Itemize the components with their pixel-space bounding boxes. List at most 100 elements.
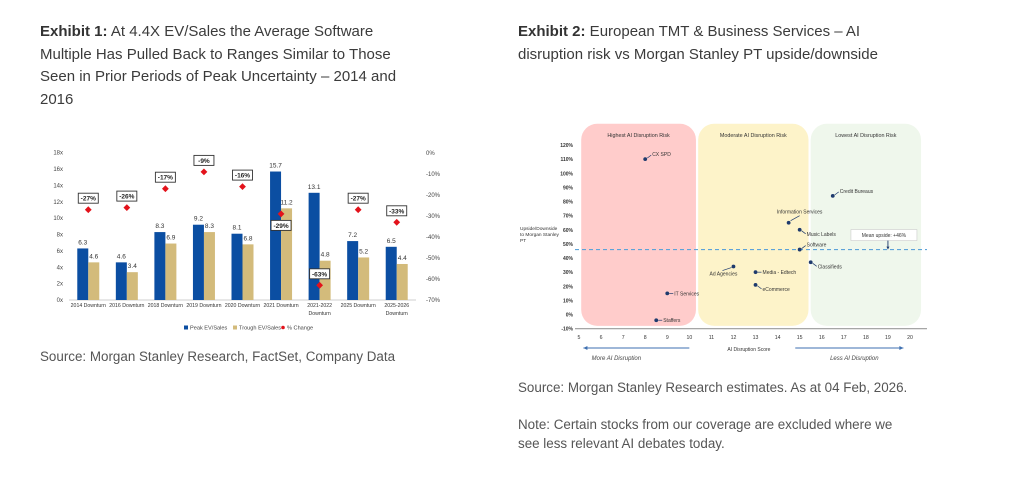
x-axis-tick-label: 15 bbox=[797, 335, 803, 341]
peak-value-label: 6.5 bbox=[387, 238, 396, 245]
y-axis-tick-label: 80% bbox=[563, 200, 574, 206]
x-axis-tick-label: 20 bbox=[907, 335, 913, 341]
exhibit-2-label: Exhibit 2: bbox=[518, 23, 586, 40]
data-point bbox=[753, 282, 758, 287]
pct-change-diamond bbox=[200, 168, 208, 176]
bar-peak-ev-sales bbox=[154, 232, 166, 300]
legend-swatch bbox=[233, 325, 237, 330]
exhibit-1-title: Exhibit 1: At 4.4X EV/Sales the Average … bbox=[40, 21, 418, 111]
trough-value-label: 4.6 bbox=[89, 253, 98, 260]
risk-zone bbox=[581, 123, 696, 326]
pct-change-diamond bbox=[316, 281, 324, 289]
left-axis-tick-label: 6x bbox=[57, 249, 63, 255]
y-axis-tick-label: 110% bbox=[560, 157, 573, 163]
x-axis-tick-label: 8 bbox=[644, 335, 647, 341]
data-point bbox=[830, 193, 835, 198]
y-axis-tick-label: 90% bbox=[563, 185, 574, 191]
y-axis-tick-label: 50% bbox=[563, 242, 574, 248]
point-leader-line bbox=[757, 285, 762, 290]
mean-upside-box bbox=[850, 229, 918, 241]
y-axis-tick-label: 10% bbox=[563, 298, 574, 304]
data-point bbox=[731, 264, 736, 269]
category-label: 2021-2022 bbox=[307, 303, 332, 309]
left-axis-tick-label: 18x bbox=[53, 151, 63, 157]
bar-trough-ev-sales bbox=[203, 232, 215, 300]
data-point-label: Ad Agencies bbox=[710, 272, 738, 278]
pct-change-label: -16% bbox=[235, 173, 250, 180]
left-axis-tick-label: 0x bbox=[57, 298, 63, 304]
pct-change-diamond bbox=[393, 218, 401, 226]
bar-peak-ev-sales bbox=[231, 233, 243, 300]
y-axis-title: Upside/Downside bbox=[520, 226, 558, 232]
left-axis-tick-label: 14x bbox=[53, 183, 63, 189]
data-point-label: Information Services bbox=[777, 210, 823, 216]
data-point-label: Credit Bureaus bbox=[840, 189, 874, 195]
bar-trough-ev-sales bbox=[281, 208, 293, 300]
right-axis-tick-label: -60% bbox=[426, 277, 441, 283]
legend-label: Trough EV/Sales bbox=[239, 326, 281, 332]
data-point-label: IT Services bbox=[674, 291, 699, 297]
pct-change-label: -63% bbox=[312, 271, 327, 278]
pct-change-label-box bbox=[77, 192, 99, 204]
x-axis-tick-label: 11 bbox=[709, 335, 714, 341]
data-point-label: Classifieds bbox=[818, 264, 843, 270]
legend-label: Peak EV/Sales bbox=[190, 326, 228, 332]
pct-change-diamond bbox=[84, 206, 92, 214]
exhibit-1-label: Exhibit 1: bbox=[40, 23, 108, 40]
bar-trough-ev-sales bbox=[242, 244, 254, 300]
data-point bbox=[797, 227, 802, 232]
pct-change-label-box bbox=[116, 190, 138, 202]
trough-value-label: 5.2 bbox=[359, 248, 368, 255]
category-label: 2019 Downturn bbox=[186, 303, 221, 309]
x-axis-tick-label: 13 bbox=[753, 335, 759, 341]
data-point-label: Staffers bbox=[663, 318, 681, 324]
data-point-label: CX SPD bbox=[652, 152, 671, 158]
trough-value-label: 4.8 bbox=[321, 252, 330, 259]
right-axis-tick-label: 0% bbox=[426, 151, 435, 157]
y-axis-title: PT bbox=[520, 238, 526, 244]
bar-trough-ev-sales bbox=[88, 262, 100, 300]
pct-change-label-box bbox=[270, 219, 292, 231]
data-point-label: Music Labels bbox=[807, 232, 837, 238]
legend-swatch bbox=[184, 325, 188, 330]
right-axis-tick-label: -10% bbox=[426, 172, 441, 178]
y-axis-tick-label: 60% bbox=[563, 228, 574, 234]
point-leader-line bbox=[722, 267, 732, 271]
bar-trough-ev-sales bbox=[165, 243, 177, 300]
category-label: 2025 Downturn bbox=[341, 303, 376, 309]
point-leader-line bbox=[812, 263, 817, 267]
left-axis-tick-label: 10x bbox=[53, 216, 63, 222]
point-leader-line bbox=[801, 230, 806, 235]
right-axis-tick-label: -40% bbox=[426, 235, 441, 241]
bar-peak-ev-sales bbox=[77, 248, 89, 300]
bar-peak-ev-sales bbox=[308, 192, 320, 300]
pct-change-label-box bbox=[386, 205, 408, 217]
category-label: 2021 Downturn bbox=[263, 303, 298, 309]
data-point bbox=[808, 260, 813, 265]
trough-value-label: 3.4 bbox=[128, 263, 137, 270]
category-label: Downturn bbox=[309, 311, 331, 317]
bar-trough-ev-sales bbox=[358, 257, 370, 300]
x-axis-tick-label: 14 bbox=[775, 335, 781, 341]
right-axis-tick-label: -50% bbox=[426, 256, 441, 262]
x-axis-tick-label: 17 bbox=[841, 335, 847, 341]
risk-zone bbox=[810, 123, 922, 326]
arrow-head-icon bbox=[583, 346, 588, 350]
y-axis-tick-label: 40% bbox=[563, 256, 574, 262]
x-axis-tick-label: 9 bbox=[666, 335, 669, 341]
legend-swatch bbox=[281, 325, 285, 330]
bar-peak-ev-sales bbox=[347, 241, 359, 300]
pct-change-label-box bbox=[154, 171, 176, 183]
point-leader-line bbox=[790, 215, 800, 222]
left-axis-tick-label: 12x bbox=[53, 200, 63, 206]
category-label: Downturn bbox=[386, 311, 408, 317]
x-axis-tick-label: 16 bbox=[819, 335, 825, 341]
y-axis-tick-label: 30% bbox=[563, 270, 574, 276]
exhibit-2-title: Exhibit 2: European TMT & Business Servi… bbox=[518, 21, 896, 66]
x-axis-tick-label: 5 bbox=[578, 335, 581, 341]
x-axis-tick-label: 19 bbox=[885, 335, 891, 341]
arrow-head-icon bbox=[886, 246, 890, 250]
bar-trough-ev-sales bbox=[319, 260, 331, 300]
pct-change-label: -27% bbox=[81, 196, 96, 203]
data-point bbox=[753, 270, 758, 275]
